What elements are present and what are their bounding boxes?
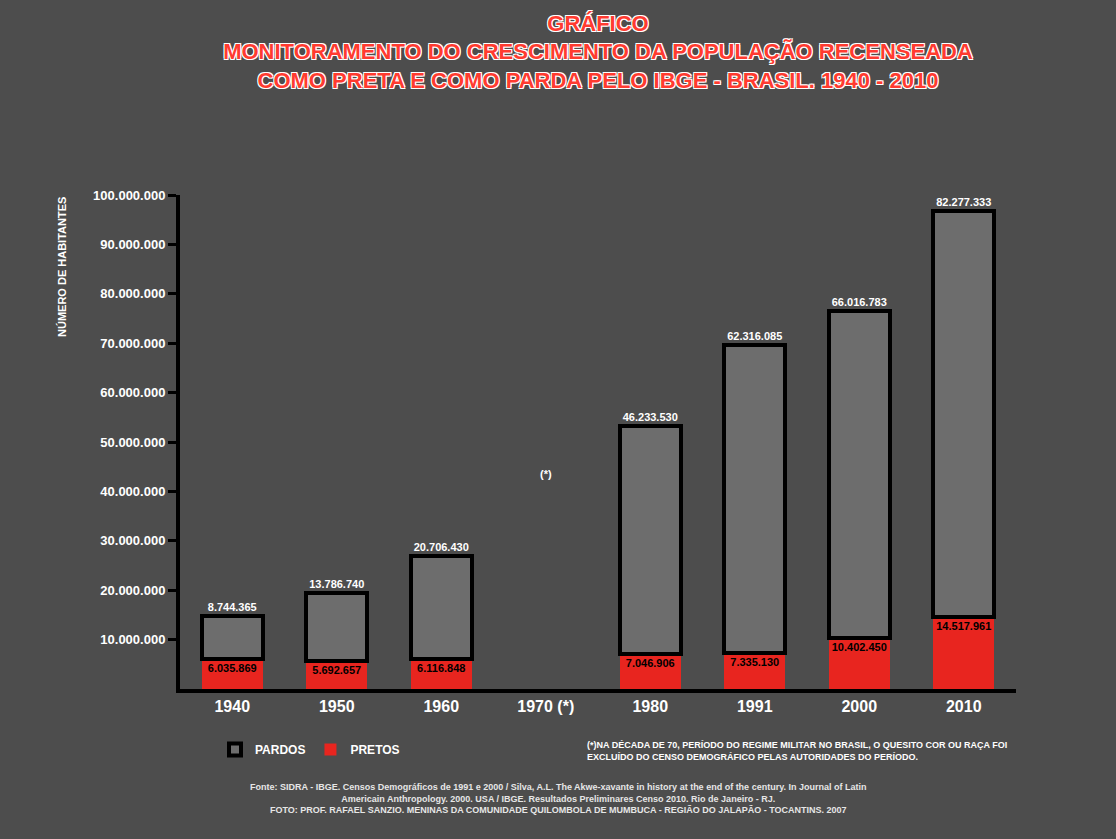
svg-text:8.744.365: 8.744.365	[208, 601, 257, 613]
svg-text:10.402.450: 10.402.450	[832, 641, 887, 653]
svg-text:6.035.869: 6.035.869	[208, 662, 257, 674]
svg-text:1940: 1940	[214, 698, 250, 715]
svg-text:50.000.000: 50.000.000	[100, 435, 165, 450]
svg-text:1960: 1960	[423, 698, 459, 715]
svg-text:GRÁFICOMONITORAMENTO DO CRESCI: GRÁFICOMONITORAMENTO DO CRESCIMENTO DA P…	[223, 11, 973, 93]
svg-text:7.046.906: 7.046.906	[626, 657, 675, 669]
svg-text:2010: 2010	[946, 698, 982, 715]
svg-text:PRETOS: PRETOS	[350, 743, 399, 757]
svg-text:5.692.657: 5.692.657	[312, 664, 361, 676]
svg-text:20.706.430: 20.706.430	[414, 541, 469, 553]
svg-text:46.233.530: 46.233.530	[623, 411, 678, 423]
svg-text:10.000.000: 10.000.000	[100, 632, 165, 647]
svg-text:20.000.000: 20.000.000	[100, 583, 165, 598]
svg-text:PARDOS: PARDOS	[255, 743, 305, 757]
svg-text:70.000.000: 70.000.000	[100, 336, 165, 351]
svg-text:Fonte: SIDRA - IBGE. Censos De: Fonte: SIDRA - IBGE. Censos Demográficos…	[250, 782, 866, 815]
svg-text:40.000.000: 40.000.000	[100, 484, 165, 499]
svg-text:1970 (*): 1970 (*)	[517, 698, 574, 715]
svg-text:2000: 2000	[841, 698, 877, 715]
svg-text:13.786.740: 13.786.740	[309, 578, 364, 590]
svg-text:62.316.085: 62.316.085	[727, 330, 782, 342]
svg-text:30.000.000: 30.000.000	[100, 533, 165, 548]
svg-text:14.517.961: 14.517.961	[936, 620, 991, 632]
svg-text:1950: 1950	[319, 698, 355, 715]
svg-text:7.335.130: 7.335.130	[730, 656, 779, 668]
svg-text:90.000.000: 90.000.000	[100, 237, 165, 252]
svg-text:1980: 1980	[632, 698, 668, 715]
svg-text:66.016.783: 66.016.783	[832, 296, 887, 308]
svg-text:100.000.000: 100.000.000	[93, 188, 165, 203]
svg-text:1991: 1991	[737, 698, 773, 715]
svg-text:(*): (*)	[540, 468, 552, 480]
svg-text:6.116.848: 6.116.848	[417, 662, 465, 674]
svg-text:NÚMERO DE HABITANTES: NÚMERO DE HABITANTES	[56, 197, 68, 337]
svg-text:82.277.333: 82.277.333	[936, 196, 991, 208]
svg-text:(*)NA DÉCADA DE 70, PERÍODO DO: (*)NA DÉCADA DE 70, PERÍODO DO REGIME MI…	[587, 740, 1007, 762]
svg-text:80.000.000: 80.000.000	[100, 286, 165, 301]
svg-text:60.000.000: 60.000.000	[100, 385, 165, 400]
